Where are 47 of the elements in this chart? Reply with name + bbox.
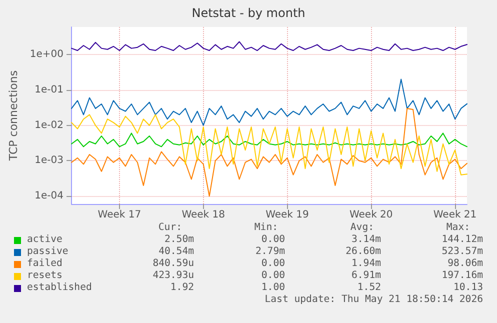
text: Avg: [350,222,374,234]
text: 523.57m [442,246,483,258]
line-series [71,78,468,126]
text: 2.79m [256,246,285,258]
x-tick-label: Week 18 [182,210,225,220]
text: 1.52 [357,282,381,294]
line-series [71,41,468,52]
line-series [71,108,468,197]
text: 10.13 [454,282,483,294]
y-tick-label: 1e-01 [34,84,64,96]
chart-title: Netstat - by month [192,6,306,20]
text: 197.16m [442,270,483,282]
text: Cur: [158,222,182,234]
legend-label: passive [27,246,68,258]
text: 2.50m [164,234,194,246]
legend-label: failed [27,258,62,270]
legend-label: active [27,234,62,246]
text: 6.91m [352,270,381,282]
y-tick-label: 1e-04 [34,190,64,202]
legend-label: resets [27,270,62,282]
text: 423.93u [152,270,194,282]
text: 1.94m [352,258,381,270]
text: 1.00 [261,282,285,294]
text: 98.06m [448,258,483,270]
text: Last update: Thu May 21 18:50:14 2026 [264,294,483,306]
text: 40.54m [158,246,194,258]
x-tick-label: Week 19 [266,210,309,220]
text: 840.59u [152,258,194,270]
text: 0.00 [261,258,285,270]
text: 0.00 [261,270,285,282]
line-series [71,132,468,148]
text: Max: [446,222,470,234]
y-axis-title: TCP connections [7,70,20,162]
y-tick-label: 1e-02 [34,120,64,131]
x-tick-label: Week 20 [349,210,393,220]
text: 26.60m [346,246,381,258]
legend-label: established [27,282,92,294]
x-tick-label: Week 17 [98,210,142,220]
text: 144.12m [442,234,483,246]
text: 1.92 [170,282,194,294]
text: Min: [254,222,278,234]
line-series [71,114,468,176]
y-tick-label: 1e+00 [30,49,64,60]
text: 0.00 [261,234,285,246]
y-tick-label: 1e-03 [34,155,64,166]
text: 3.14m [352,234,381,246]
x-tick-label: Week 21 [433,210,477,220]
